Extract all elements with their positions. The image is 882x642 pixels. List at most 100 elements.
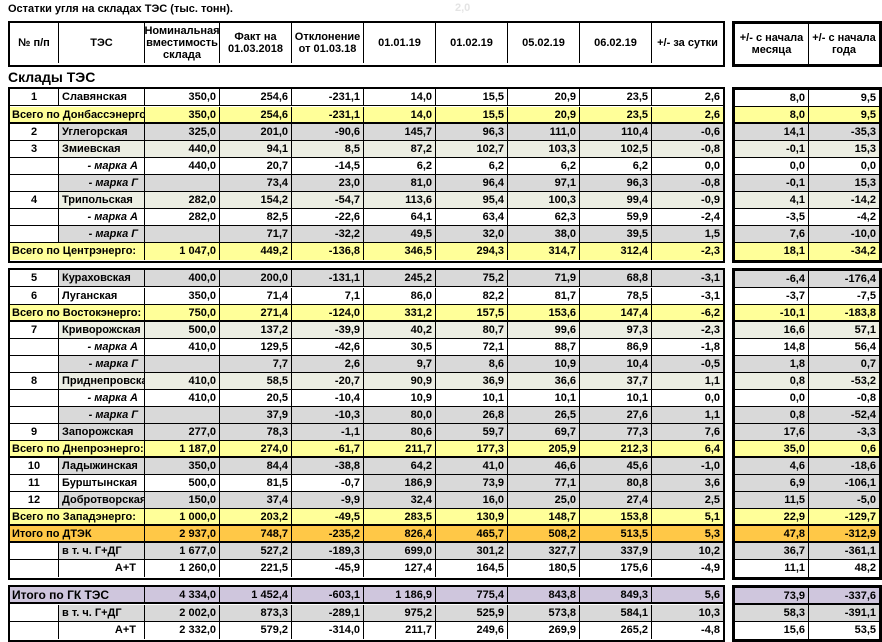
cell-value: 40,2 (364, 322, 436, 339)
row-side-block: -6,4 -176,4 (732, 268, 882, 288)
cell-value: -314,0 (292, 622, 364, 639)
table-row: - марка Г 71,7 -32,2 49,5 32,0 38,0 39,5 1,5 7,6… (8, 226, 882, 243)
cell-value: -2,3 (652, 322, 723, 339)
cell-value: 449,2 (220, 243, 292, 260)
cell-value: 73,9 (436, 475, 508, 492)
cell-value: -1,8 (652, 339, 723, 356)
row-main-block: Итого по ГК ТЭС 4 334,0 1 452,4 -603,1 1 186… (8, 585, 725, 605)
cell-tes-name: Всего по Центрэнерго: (10, 243, 145, 260)
cell-row-number: 10 (10, 458, 59, 475)
table-row: 2 Углегорская 325,0 201,0 -90,6 145,7 96,3 111,… (8, 124, 882, 141)
cell-value: 6,2 (508, 158, 580, 175)
cell-value: 102,7 (436, 141, 508, 158)
table-row: 4 Трипольская 282,0 154,2 -54,7 113,6 95,4 100,… (8, 192, 882, 209)
cell-tes-name: - марка Г (59, 356, 145, 373)
cell-row-number (10, 622, 59, 639)
table-row: в т. ч. Г+ДГ 2 002,0 873,3 -289,1 975,2 525,9… (8, 605, 882, 622)
cell-value: -1,1 (292, 424, 364, 441)
cell-value: 36,6 (508, 373, 580, 390)
table-section: 1 Славянская 350,0 254,6 -231,1 14,0 15,5 20,9 2… (8, 87, 882, 263)
row-side-block: 4,6 -18,6 (732, 458, 882, 475)
cell-value: 1 260,0 (145, 560, 220, 577)
section-title: Склады ТЭС (8, 69, 96, 85)
cell-row-number (10, 339, 59, 356)
cell-value: -0,5 (652, 356, 723, 373)
cell-tes-name: - марка Г (59, 407, 145, 424)
row-main-block: 7 Криворожская 500,0 137,2 -39,9 40,2 80,7 99,6… (8, 322, 725, 339)
row-side-block: -0,1 15,3 (732, 175, 882, 192)
cell-value: 75,2 (436, 270, 508, 287)
cell-value: 37,9 (220, 407, 292, 424)
cell-value: 211,7 (364, 441, 436, 458)
cell-value: 111,0 (508, 124, 580, 141)
cell-value: 277,0 (145, 424, 220, 441)
row-main-block: Всего по Западэнерго: 1 000,0 203,2 -49,5 28… (8, 509, 725, 526)
table-row: - марка А 410,0 129,5 -42,6 30,5 72,1 88,7 86,9… (8, 339, 882, 356)
table-row: Всего по Днепроэнерго: 1 187,0 274,0 -61,7 2… (8, 441, 882, 458)
cell-value: -337,6 (809, 588, 879, 605)
row-main-block: 9 Запорожская 277,0 78,3 -1,1 80,6 59,7 69,7 77,… (8, 424, 725, 441)
cell-value: 102,5 (580, 141, 652, 158)
cell-value: 154,2 (220, 192, 292, 209)
row-side-block: -3,5 -4,2 (732, 209, 882, 226)
cell-value: 94,1 (220, 141, 292, 158)
cell-value: 500,0 (145, 322, 220, 339)
cell-value: -18,6 (809, 458, 879, 475)
cell-value: 1 452,4 (220, 587, 292, 604)
col-header-deviation: Отклонение от 01.03.18 (292, 23, 364, 63)
cell-tes-name: Трипольская (59, 192, 145, 209)
row-side-block: 0,0 -0,8 (732, 390, 882, 407)
cell-row-number (10, 209, 59, 226)
cell-value: -289,1 (292, 605, 364, 622)
cell-value: 346,5 (364, 243, 436, 260)
row-side-block: 0,8 -53,2 (732, 373, 882, 390)
cell-value: 71,4 (220, 288, 292, 305)
cell-value: 10,4 (580, 356, 652, 373)
cell-row-number: 5 (10, 270, 59, 287)
cell-value: 221,5 (220, 560, 292, 577)
cell-value: -10,1 (735, 305, 809, 322)
cell-tes-name: А+Т (59, 622, 145, 639)
cell-value: 0,8 (735, 407, 809, 424)
col-header-date-050219: 05.02.19 (508, 23, 580, 63)
cell-tes-name: - марка А (59, 390, 145, 407)
cell-value: 4,6 (735, 458, 809, 475)
cell-value: 25,0 (508, 492, 580, 509)
cell-value: 3,6 (652, 475, 723, 492)
row-side-block: 35,0 0,6 (732, 441, 882, 458)
cell-tes-name: Итого по ГК ТЭС (10, 587, 145, 604)
cell-value: 6,2 (580, 158, 652, 175)
table-row: 8 Приднепровская 410,0 58,5 -20,7 90,9 36,9 36,… (8, 373, 882, 390)
table-row: в т. ч. Г+ДГ 1 677,0 527,2 -189,3 699,0 301,2… (8, 543, 882, 560)
cell-value: 80,0 (364, 407, 436, 424)
cell-value: 283,5 (364, 509, 436, 526)
cell-value: 53,5 (809, 622, 879, 639)
row-main-block: А+Т 2 332,0 579,2 -314,0 211,7 249,6 269,9 265,… (8, 622, 725, 642)
cell-value: 699,0 (364, 543, 436, 560)
cell-value: 73,9 (735, 588, 809, 605)
cell-value: 0,7 (809, 356, 879, 373)
table-row: Итого по ДТЭК 2 937,0 748,7 -235,2 826,4 465,… (8, 526, 882, 543)
cell-value: 62,3 (508, 209, 580, 226)
row-side-block: 18,1 -34,2 (732, 243, 882, 263)
cell-value: 77,1 (508, 475, 580, 492)
cell-value: 2,5 (652, 492, 723, 509)
table-row: 7 Криворожская 500,0 137,2 -39,9 40,2 80,7 99,6… (8, 322, 882, 339)
cell-value: 18,1 (735, 243, 809, 260)
cell-value: -124,0 (292, 305, 364, 322)
cell-value: -34,2 (809, 243, 879, 260)
cell-row-number (10, 175, 59, 192)
cell-value: -231,1 (292, 89, 364, 106)
cell-value: 96,3 (436, 124, 508, 141)
cell-value: 103,3 (508, 141, 580, 158)
row-main-block: Всего по Центрэнерго: 1 047,0 449,2 -136,8 3… (8, 243, 725, 263)
cell-value: 32,0 (436, 226, 508, 243)
row-side-block: 0,0 0,0 (732, 158, 882, 175)
cell-tes-name: Всего по Востокэнерго: (10, 305, 145, 322)
cell-value: 10,3 (652, 605, 723, 622)
col-header-date-010119: 01.01.19 (364, 23, 436, 63)
table-row: А+Т 1 260,0 221,5 -45,9 127,4 164,5 180,5 175,6… (8, 560, 882, 580)
cell-value: 11,1 (735, 560, 809, 577)
cell-value: -42,6 (292, 339, 364, 356)
